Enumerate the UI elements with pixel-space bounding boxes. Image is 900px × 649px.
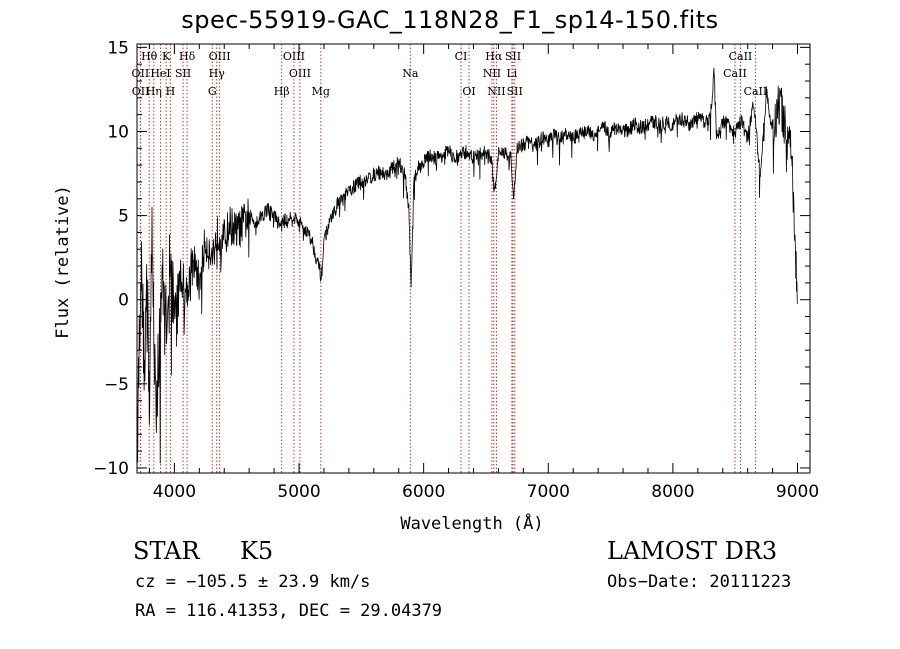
plot-frame <box>136 43 811 474</box>
x-tick-label-9000: 9000 <box>776 482 819 502</box>
line-label-23: Mg <box>312 85 330 98</box>
line-label-3: OIII <box>209 50 231 63</box>
line-label-27: CaII <box>744 85 768 98</box>
line-label-8: CaII <box>729 50 753 63</box>
y-tick-labels: −10 −5 0 5 10 15 <box>93 38 129 479</box>
line-label-7: SII <box>505 50 521 63</box>
line-label-24: OI <box>462 85 475 98</box>
line-label-18: OII <box>132 85 150 98</box>
observation-date: Obs−Date: 20111223 <box>607 572 792 592</box>
line-label-26: SII <box>507 85 523 98</box>
line-label-25: NII <box>487 85 505 98</box>
y-tick-label-5: 5 <box>118 207 129 227</box>
chart-title: spec-55919-GAC_118N28_F1_sp14-150.fits <box>181 6 719 34</box>
x-tick-label-5000: 5000 <box>277 482 320 502</box>
redshift-velocity: cz = −105.5 ± 23.9 km/s <box>135 572 371 592</box>
line-label-17: CaII <box>723 67 747 80</box>
line-label-10: HeI <box>150 67 170 80</box>
line-label-19: Hη <box>146 85 162 98</box>
survey-name: LAMOST DR3 <box>607 537 778 565</box>
line-label-0: Hθ <box>141 50 158 63</box>
y-axis-label: Flux (relative) <box>53 185 73 339</box>
y-tick-label-15: 15 <box>107 38 129 58</box>
y-tick-label--5: −5 <box>104 375 129 395</box>
x-tick-labels: 4000 5000 6000 7000 8000 9000 <box>153 482 819 502</box>
object-class: STAR <box>133 537 200 565</box>
x-tick-label-7000: 7000 <box>527 482 570 502</box>
x-tick-label-8000: 8000 <box>651 482 694 502</box>
line-label-6: Hα <box>485 50 503 63</box>
line-label-5: CI <box>455 50 468 63</box>
x-tick-label-6000: 6000 <box>402 482 445 502</box>
line-label-14: Na <box>402 67 419 80</box>
line-label-20: H <box>166 85 176 98</box>
line-label-1: K <box>162 50 171 63</box>
object-subclass: K5 <box>240 537 274 565</box>
ra-dec-coordinates: RA = 116.41353, DEC = 29.04379 <box>135 601 443 621</box>
line-label-9: OII <box>132 67 150 80</box>
line-label-12: Hγ <box>209 67 226 80</box>
axis-ticks <box>137 44 810 473</box>
line-label-21: G <box>208 85 217 98</box>
x-axis-label: Wavelength (Å) <box>400 512 543 534</box>
x-tick-label-4000: 4000 <box>153 482 196 502</box>
line-label-13: OIII <box>289 67 311 80</box>
flux-series <box>136 67 798 474</box>
y-tick-label-0: 0 <box>118 291 129 311</box>
line-label-11: SII <box>175 67 191 80</box>
line-label-22: Hβ <box>274 85 290 98</box>
emission-line-markers <box>139 44 756 473</box>
line-label-15: NII <box>483 67 501 80</box>
line-label-4: OIII <box>283 50 305 63</box>
line-label-2: Hδ <box>179 50 196 63</box>
y-tick-label--10: −10 <box>93 459 129 479</box>
flux-line <box>136 67 798 474</box>
y-tick-label-10: 10 <box>107 122 129 142</box>
line-label-16: Li <box>506 67 517 80</box>
